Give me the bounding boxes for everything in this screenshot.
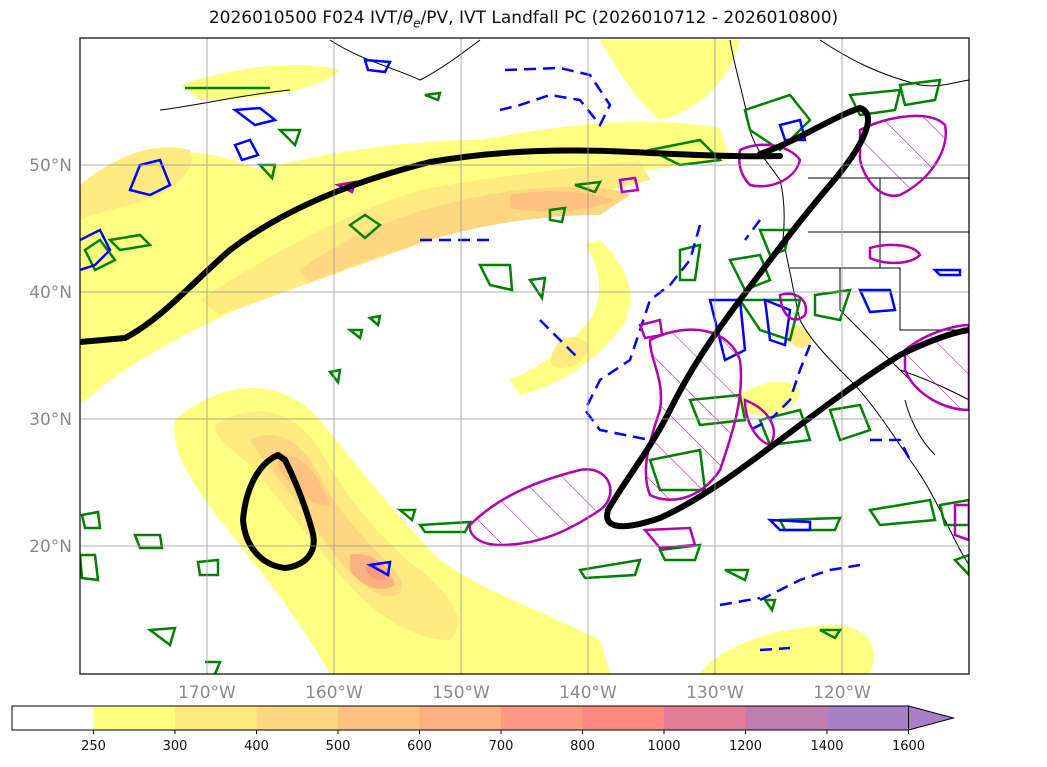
colorbar-extend-arrow	[908, 705, 956, 731]
colorbar-segment	[501, 706, 583, 730]
lon-label: 170°W	[178, 683, 236, 703]
colorbar-segment	[256, 706, 339, 730]
map-area	[80, 38, 969, 674]
lat-label: 20°N	[29, 537, 72, 557]
colorbar: 250 300 400 500 600 700 800 1000 1200 1400 1600	[11, 705, 956, 754]
colorbar-label: 400	[244, 739, 269, 754]
lat-label: 40°N	[29, 283, 72, 303]
colorbar-label: 1000	[647, 739, 680, 754]
lat-label: 30°N	[29, 410, 72, 430]
ivt-shading	[80, 40, 874, 674]
pc-contours	[80, 105, 969, 571]
colorbar-segment	[93, 706, 176, 730]
colorbar-label: 1600	[892, 739, 925, 754]
colorbar-segment	[745, 706, 828, 730]
colorbar-label: 250	[81, 739, 106, 754]
graticule	[80, 38, 969, 674]
colorbar-segment	[664, 706, 746, 730]
map-title: 2026010500 F024 IVT/θe/PV, IVT Landfall …	[208, 8, 839, 31]
colorbar-label: 500	[326, 739, 351, 754]
colorbar-segment	[582, 706, 665, 730]
colorbar-segment	[338, 706, 420, 730]
colorbar-label: 800	[570, 739, 595, 754]
colorbar-label: 700	[489, 739, 514, 754]
lat-labels: 50°N 40°N 30°N 20°N	[29, 156, 72, 557]
lat-label: 50°N	[29, 156, 72, 176]
colorbar-border	[11, 705, 909, 731]
lon-label: 130°W	[686, 683, 744, 703]
theta-e-dashed-contours	[420, 66, 912, 652]
colorbar-label: 600	[407, 739, 432, 754]
colorbar-label: 1200	[729, 739, 762, 754]
map-frame	[79, 37, 970, 675]
lon-label: 150°W	[432, 683, 490, 703]
colorbar-segment	[175, 706, 257, 730]
lon-label: 140°W	[559, 683, 617, 703]
colorbar-segment	[827, 706, 909, 730]
lon-label: 160°W	[305, 683, 363, 703]
colorbar-segment	[12, 706, 94, 730]
lon-label: 120°W	[813, 683, 871, 703]
lon-labels: 170°W 160°W 150°W 140°W 130°W 120°W	[178, 683, 871, 703]
colorbar-segment	[419, 706, 502, 730]
colorbar-label: 1400	[810, 739, 843, 754]
colorbar-label: 300	[163, 739, 188, 754]
